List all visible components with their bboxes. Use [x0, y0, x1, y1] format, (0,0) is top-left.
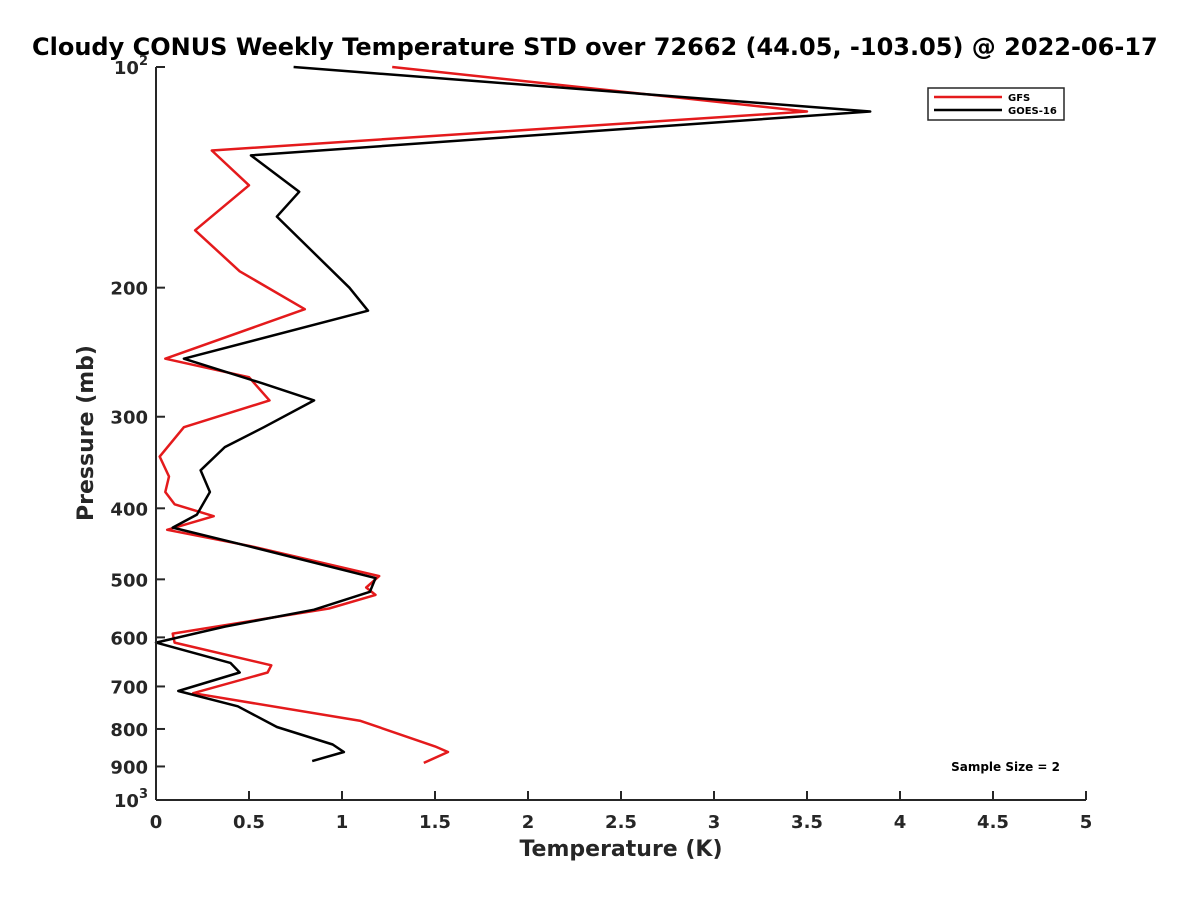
y-tick-label: 200 [110, 279, 148, 300]
x-tick-label: 2 [522, 812, 535, 833]
y-tick-label: 600 [110, 628, 148, 649]
x-tick-label: 1 [336, 812, 349, 833]
y-tick-label: 103 [114, 787, 148, 812]
sample-size-annotation: Sample Size = 2 [951, 760, 1060, 774]
x-ticks: 0 0.5 1 1.5 2 2.5 3 3.5 4 4.5 5 [150, 791, 1093, 833]
y-tick-label: 700 [110, 677, 148, 698]
y-axis-label: Pressure (mb) [74, 345, 99, 521]
axes [155, 67, 1086, 801]
series-line-gfs [158, 65, 809, 765]
y-tick-label: 500 [110, 570, 148, 591]
x-tick-label: 2.5 [605, 812, 637, 833]
x-tick-label: 1.5 [419, 812, 451, 833]
y-tick-label: 300 [110, 408, 148, 429]
x-tick-label: 3.5 [791, 812, 823, 833]
x-tick-label: 0.5 [233, 812, 265, 833]
y-tick-label: 800 [110, 720, 148, 741]
series-line-goes-16 [154, 65, 872, 763]
x-tick-label: 5 [1080, 812, 1093, 833]
x-axis-label: Temperature (K) [519, 837, 722, 862]
y-ticks: 102 200 300 400 500 600 700 800 900 103 [110, 54, 165, 812]
legend-label-gfs: GFS [1008, 93, 1030, 104]
y-tick-label: 900 [110, 757, 148, 778]
x-tick-label: 4.5 [977, 812, 1009, 833]
y-tick-label: 102 [114, 54, 148, 79]
x-tick-label: 0 [150, 812, 163, 833]
x-tick-label: 3 [708, 812, 721, 833]
y-tick-label: 400 [110, 499, 148, 520]
plot-lines [154, 65, 872, 765]
x-tick-label: 4 [894, 812, 907, 833]
legend: GFS GOES-16 [927, 87, 1065, 121]
legend-label-goes-16: GOES-16 [1008, 106, 1057, 117]
legend-box [927, 87, 1065, 121]
chart-title: Cloudy CONUS Weekly Temperature STD over… [32, 33, 1158, 61]
